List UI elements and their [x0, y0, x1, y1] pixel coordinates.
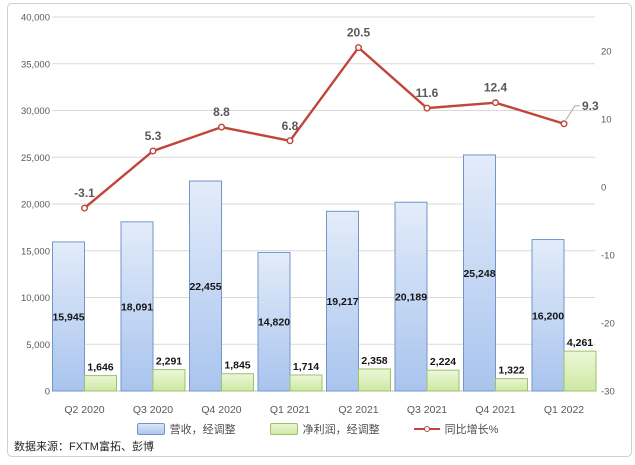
- left-axis-tick-label: 15,000: [21, 246, 50, 257]
- yoy-growth-line: [83, 45, 565, 210]
- category-label: Q4 2020: [201, 404, 241, 416]
- revenue-value-label: 20,189: [395, 292, 427, 304]
- category-label: Q2 2021: [338, 404, 378, 416]
- right-axis-tick-label: 0: [601, 183, 606, 194]
- bar-revenue-Q2 2021: [326, 210, 359, 392]
- revenue-swatch-icon: [136, 423, 165, 435]
- left-axis-tick-label: 30,000: [21, 106, 50, 117]
- left-axis-tick-label: 40,000: [21, 13, 50, 24]
- category-label: Q2 2020: [64, 404, 104, 416]
- netprofit-value-label: 1,714: [293, 361, 319, 373]
- yoy-value-label: 12.4: [484, 81, 508, 95]
- source-note: 数据来源：FXTM富拓、彭博: [14, 441, 154, 453]
- line-marker: [492, 99, 500, 107]
- right-axis-tick-label: -10: [601, 251, 615, 262]
- bar-netprofit-Q3 2020: [152, 369, 186, 392]
- bar-revenue-Q4 2020: [189, 180, 222, 392]
- yoy-value-label: 6.8: [282, 119, 299, 133]
- right-axis-tick-label: -30: [601, 387, 615, 398]
- left-axis-tick-label: 25,000: [21, 153, 50, 164]
- revenue-value-label: 25,248: [463, 268, 495, 280]
- label-leader-line: [565, 105, 580, 121]
- bar-netprofit-Q2 2021: [358, 368, 391, 392]
- legend-label-netprofit: 净利润，经调整: [302, 424, 380, 436]
- bar-netprofit-Q4 2021: [495, 378, 528, 392]
- netprofit-value-label: 1,322: [498, 365, 524, 377]
- category-label: Q1 2021: [270, 404, 310, 416]
- category-label: Q3 2021: [407, 404, 447, 416]
- yoy-value-label: 20.5: [347, 26, 371, 40]
- netprofit-value-label: 1,845: [224, 360, 250, 372]
- legend-item-yoy-growth: 同比增长%: [413, 421, 499, 437]
- bar-revenue-Q4 2021: [463, 154, 496, 392]
- legend-item-netprofit: 净利润，经调整: [269, 421, 380, 437]
- netprofit-value-label: 2,358: [361, 355, 387, 367]
- netprofit-swatch-icon: [269, 423, 298, 435]
- legend-label-revenue: 营收，经调整: [169, 424, 236, 436]
- bar-netprofit-Q2 2020: [84, 375, 117, 392]
- left-axis-tick-label: 5,000: [26, 340, 50, 351]
- bar-netprofit-Q4 2020: [221, 373, 254, 392]
- right-axis-tick-label: 10: [601, 115, 612, 126]
- chart-legend: 营收，经调整 净利润，经调整 同比增长%: [0, 420, 635, 438]
- netprofit-value-label: 1,646: [87, 362, 113, 374]
- yoy-value-label: 8.8: [213, 105, 230, 119]
- revenue-value-label: 22,455: [189, 281, 221, 293]
- netprofit-value-label: 2,291: [156, 356, 182, 368]
- left-axis-tick-label: 0: [45, 387, 50, 398]
- left-axis-tick-label: 35,000: [21, 59, 50, 70]
- yoy-value-label: -3.1: [74, 186, 95, 200]
- line-marker: [423, 104, 431, 112]
- bar-netprofit-Q1 2022: [563, 350, 597, 392]
- right-axis-tick-label: 20: [601, 47, 612, 58]
- line-marker: [286, 137, 294, 145]
- right-axis-tick-label: -20: [601, 319, 615, 330]
- revenue-value-label: 19,217: [326, 296, 358, 308]
- netprofit-value-label: 4,261: [567, 337, 593, 349]
- line-marker: [80, 204, 88, 212]
- line-marker: [217, 123, 225, 131]
- yoy-value-label: 9.3: [582, 99, 599, 113]
- left-axis-tick-label: 20,000: [21, 200, 50, 211]
- yoy-value-label: 5.3: [145, 129, 162, 143]
- category-label: Q3 2020: [133, 404, 173, 416]
- line-marker: [560, 120, 568, 128]
- revenue-value-label: 15,945: [52, 311, 84, 323]
- bar-revenue-Q3 2021: [394, 201, 428, 392]
- category-label: Q4 2021: [475, 404, 515, 416]
- revenue-value-label: 16,200: [532, 310, 564, 322]
- bar-netprofit-Q1 2021: [289, 374, 323, 392]
- netprofit-value-label: 2,224: [430, 356, 456, 368]
- yoy-line-marker-icon: [413, 426, 440, 432]
- line-marker: [149, 147, 157, 155]
- category-label: Q1 2022: [544, 404, 584, 416]
- yoy-value-label: 11.6: [416, 86, 439, 100]
- bar-revenue-Q3 2020: [120, 221, 154, 392]
- bar-netprofit-Q3 2021: [426, 369, 460, 392]
- bar-revenue-Q2 2020: [52, 241, 85, 392]
- bar-revenue-Q1 2022: [531, 239, 565, 392]
- bar-revenue-Q1 2021: [257, 251, 291, 392]
- revenue-value-label: 18,091: [121, 301, 153, 313]
- legend-item-revenue: 营收，经调整: [136, 421, 236, 437]
- yoy-dot-icon: [423, 426, 430, 432]
- revenue-value-label: 14,820: [258, 317, 290, 329]
- legend-label-yoy-growth: 同比增长%: [444, 424, 499, 436]
- line-marker: [355, 44, 363, 52]
- left-axis-tick-label: 10,000: [21, 293, 50, 304]
